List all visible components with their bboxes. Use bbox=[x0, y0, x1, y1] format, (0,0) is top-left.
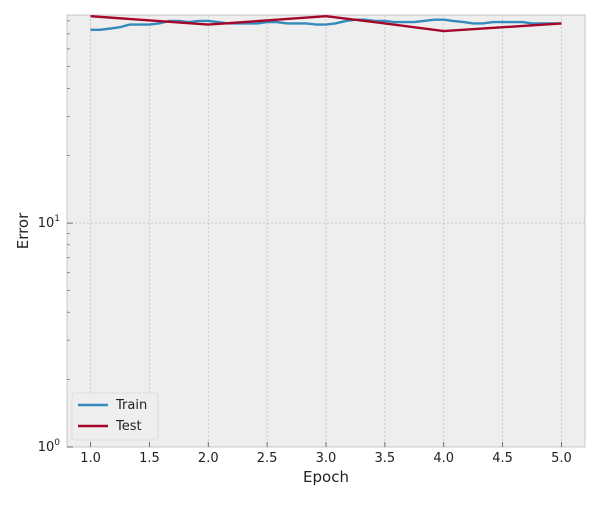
y-tick-label: 100 bbox=[38, 438, 61, 455]
x-tick-label: 4.5 bbox=[492, 451, 513, 466]
grid-lines bbox=[67, 15, 585, 447]
y-tick-label-base: 10 bbox=[38, 440, 55, 455]
legend: Train Test bbox=[71, 392, 159, 441]
x-tick-label: 1.0 bbox=[80, 451, 101, 466]
x-tick-label: 5.0 bbox=[551, 451, 572, 466]
x-tick-label: 2.5 bbox=[257, 451, 278, 466]
y-tick-label-exponent: 0 bbox=[54, 438, 60, 448]
x-tick-label: 2.0 bbox=[198, 451, 219, 466]
y-axis-label: Error bbox=[14, 212, 32, 249]
x-tick-label: 1.5 bbox=[139, 451, 160, 466]
x-tick-label: 4.0 bbox=[433, 451, 454, 466]
x-tick-label: 3.5 bbox=[375, 451, 396, 466]
series-line-test bbox=[90, 15, 562, 33]
y-tick-label-exponent: 1 bbox=[54, 214, 60, 224]
y-tick-label-base: 10 bbox=[38, 216, 55, 231]
x-tick-label: 3.0 bbox=[316, 451, 337, 466]
series-lines bbox=[90, 15, 562, 33]
x-axis-label: Epoch bbox=[303, 468, 349, 486]
y-tick-label: 101 bbox=[38, 214, 60, 231]
legend-label-test: Test bbox=[115, 419, 142, 434]
legend-label-train: Train bbox=[115, 398, 147, 413]
